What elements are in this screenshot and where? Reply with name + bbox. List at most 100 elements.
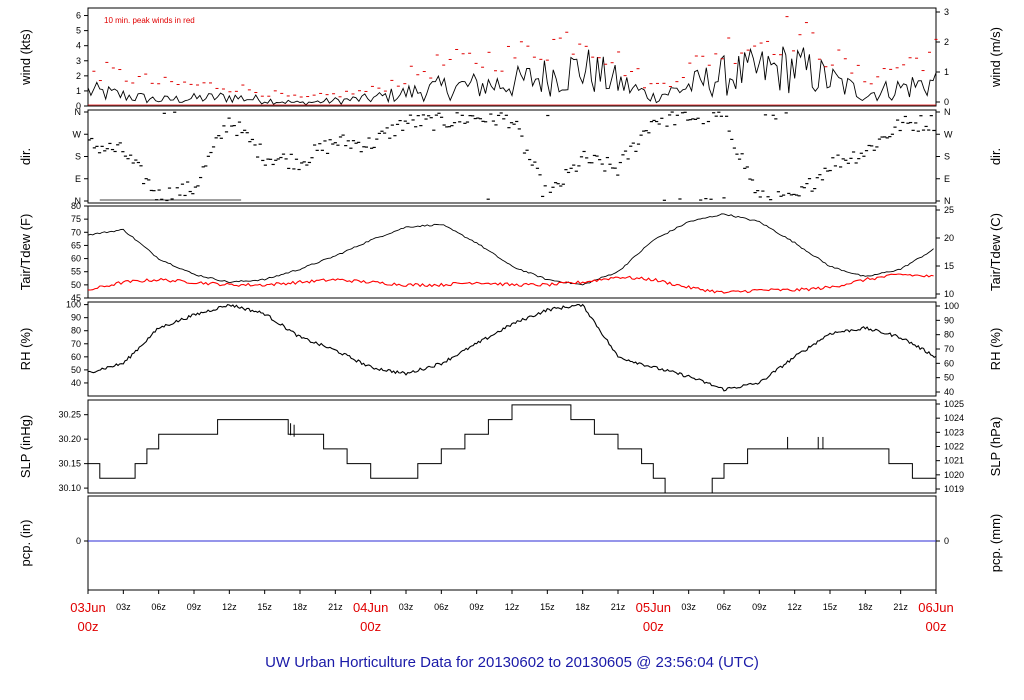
- y-tick-label-left: 40: [71, 378, 81, 388]
- x-tick-label: 06z: [717, 602, 732, 612]
- panel-frame: [87, 495, 937, 591]
- panel-rh: RH (%) RH (%) 40 50 60 70 80 90 100 40 50 60 70 80 90 1…: [18, 300, 1003, 397]
- y-tick-label-left: 2: [76, 71, 81, 81]
- y-tick-label-left: 90: [71, 313, 81, 323]
- y-tick-label-left: 50: [71, 365, 81, 375]
- y-label-left: RH (%): [18, 328, 33, 371]
- y-tick-label-right: 20: [944, 233, 954, 243]
- panel-frame: [87, 205, 937, 299]
- panel-temp: Tair/Tdew (F) Tair/Tdew (C) 45 50 55 60 65 70 75…: [18, 201, 1003, 303]
- y-tick-label-right: 1024: [944, 413, 964, 423]
- x-tick-label: 12z: [505, 602, 520, 612]
- y-label-left: SLP (inHg): [18, 415, 33, 478]
- y-tick-label-right: 1023: [944, 427, 964, 437]
- day-label-date: 06Jun: [918, 600, 953, 615]
- y-tick-label-left: 60: [71, 352, 81, 362]
- y-tick-label-right: 10: [944, 289, 954, 299]
- y-tick-label-right: 70: [944, 344, 954, 354]
- y-label-right: Tair/Tdew (C): [988, 213, 1003, 291]
- rh-line: [87, 303, 937, 392]
- x-tick-label: 09z: [752, 602, 767, 612]
- y-tick-label-left: 60: [71, 254, 81, 264]
- y-label-right: wind (m/s): [988, 27, 1003, 88]
- y-tick-label-left: 70: [71, 227, 81, 237]
- x-tick-label: 12z: [222, 602, 237, 612]
- y-tick-label-right: 90: [944, 315, 954, 325]
- x-tick-label: 12z: [787, 602, 802, 612]
- y-tick-label-left: 4: [76, 41, 81, 51]
- y-label-right: dir.: [988, 148, 1003, 165]
- chart-title: UW Urban Horticulture Data for 20130602 …: [265, 654, 759, 671]
- y-tick-label-right: S: [944, 152, 950, 162]
- y-tick-label-right: 1022: [944, 442, 964, 452]
- panel-frame: [87, 301, 937, 397]
- y-tick-label-right: 3: [944, 7, 949, 17]
- y-tick-label-left: 70: [71, 339, 81, 349]
- y-tick-label-right: W: [944, 129, 953, 139]
- y-tick-label-left: 55: [71, 267, 81, 277]
- y-tick-label-left: N: [75, 196, 82, 206]
- tair-line: [87, 213, 934, 286]
- day-label-date: 03Jun: [70, 600, 105, 615]
- wind-annotation: 10 min. peak winds in red: [104, 16, 195, 25]
- y-tick-label-left: 0: [76, 101, 81, 111]
- y-tick-label-left: 30.10: [58, 483, 81, 493]
- y-tick-label-right: 1025: [944, 399, 964, 409]
- x-tick-label: 03z: [116, 602, 131, 612]
- y-tick-label-right: 0: [944, 97, 949, 107]
- y-label-right: pcp. (mm): [988, 514, 1003, 573]
- y-label-right: RH (%): [988, 328, 1003, 371]
- day-label-date: 04Jun: [353, 600, 388, 615]
- x-tick-label: 15z: [823, 602, 838, 612]
- x-tick-label: 18z: [575, 602, 590, 612]
- y-tick-label-right: 100: [944, 301, 959, 311]
- panel-wind: wind (kts) wind (m/s) 0 1 2 3 4 5 6 0 1 2 3 10 min. p…: [18, 7, 1003, 111]
- y-label-left: pcp. (in): [18, 520, 33, 567]
- wind-speed-line: [87, 46, 937, 106]
- y-tick-label-left: W: [73, 129, 82, 139]
- y-tick-label-left: 30.15: [58, 459, 81, 469]
- y-tick-label-right: 1019: [944, 484, 964, 494]
- day-label-time: 00z: [643, 619, 664, 634]
- x-tick-label: 21z: [328, 602, 343, 612]
- tdew-line: [87, 273, 934, 294]
- x-tick-label: 21z: [611, 602, 626, 612]
- y-tick-label-right: 50: [944, 373, 954, 383]
- panel-slp: SLP (inHg) SLP (hPa) 30.10 30.15 30.20 30.25 1…: [18, 399, 1003, 494]
- y-tick-label-left: 45: [71, 293, 81, 303]
- x-tick-label: 03z: [681, 602, 696, 612]
- x-tick-label: 15z: [540, 602, 555, 612]
- panel-frame: [87, 109, 937, 204]
- y-tick-label-left: 1: [76, 86, 81, 96]
- y-tick-label-left: N: [75, 107, 82, 117]
- y-tick-label-right: 2: [944, 37, 949, 47]
- y-tick-label-right: 0: [944, 536, 949, 546]
- y-tick-label-right: N: [944, 196, 951, 206]
- slp-line: [88, 404, 936, 494]
- y-tick-label-left: 50: [71, 280, 81, 290]
- panel-dir: dir. dir. N E S W N N E S W N: [18, 107, 1003, 206]
- x-tick-label: 03z: [399, 602, 414, 612]
- x-tick-label: 06z: [434, 602, 449, 612]
- x-tick-label: 06z: [151, 602, 166, 612]
- y-tick-label-right: 1021: [944, 456, 964, 466]
- y-tick-label-left: 30.20: [58, 434, 81, 444]
- day-label-time: 00z: [78, 619, 99, 634]
- panel-frame: [87, 7, 937, 107]
- day-label-time: 00z: [360, 619, 381, 634]
- x-tick-label: 21z: [893, 602, 908, 612]
- y-label-left: Tair/Tdew (F): [18, 214, 33, 291]
- y-tick-label-left: 6: [76, 11, 81, 21]
- x-tick-label: 18z: [293, 602, 308, 612]
- y-tick-label-left: 80: [71, 201, 81, 211]
- y-tick-label-right: 15: [944, 261, 954, 271]
- y-tick-label-left: 30.25: [58, 410, 81, 420]
- y-tick-label-left: E: [75, 174, 81, 184]
- y-tick-label-right: 80: [944, 330, 954, 340]
- x-tick-label: 09z: [187, 602, 202, 612]
- y-tick-label-left: S: [75, 152, 81, 162]
- y-label-right: SLP (hPa): [988, 417, 1003, 477]
- y-tick-label-left: 5: [76, 26, 81, 36]
- y-tick-label-right: N: [944, 107, 951, 117]
